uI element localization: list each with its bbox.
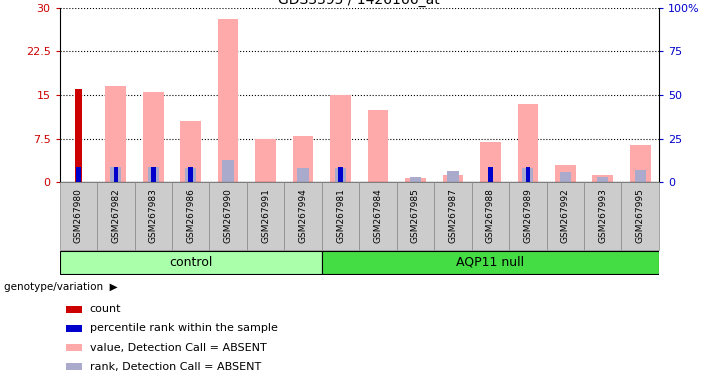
Bar <box>555 165 576 182</box>
Bar <box>622 182 659 250</box>
Bar <box>66 363 82 370</box>
Text: GSM267985: GSM267985 <box>411 189 420 243</box>
Bar <box>66 344 82 351</box>
Text: GSM267994: GSM267994 <box>299 189 308 243</box>
Bar <box>442 175 463 182</box>
Bar <box>339 167 343 182</box>
Text: GSM267984: GSM267984 <box>374 189 383 243</box>
Text: GSM267990: GSM267990 <box>224 189 233 243</box>
Bar <box>322 182 359 250</box>
Bar <box>584 182 622 250</box>
Text: GSM267993: GSM267993 <box>598 189 607 243</box>
Text: control: control <box>169 256 212 268</box>
Bar <box>247 182 285 250</box>
Bar <box>218 19 238 182</box>
Bar <box>66 306 82 313</box>
Bar <box>105 86 126 182</box>
Title: GDS3395 / 1426166_at: GDS3395 / 1426166_at <box>278 0 440 7</box>
Bar <box>114 167 118 182</box>
Bar <box>509 182 547 250</box>
Text: GSM267980: GSM267980 <box>74 189 83 243</box>
Text: GSM267983: GSM267983 <box>149 189 158 243</box>
Bar <box>75 89 82 182</box>
Bar <box>397 182 434 250</box>
Bar <box>547 182 584 250</box>
Bar <box>368 109 388 182</box>
Bar <box>293 136 313 182</box>
Bar <box>285 182 322 250</box>
Text: GSM267991: GSM267991 <box>261 189 270 243</box>
Bar <box>172 182 210 250</box>
Bar <box>472 182 509 250</box>
Text: GSM267982: GSM267982 <box>111 189 121 243</box>
Bar <box>189 167 193 182</box>
Bar <box>410 177 421 182</box>
Bar <box>592 175 613 182</box>
Bar <box>359 182 397 250</box>
Text: GSM267986: GSM267986 <box>186 189 195 243</box>
Bar <box>180 121 201 182</box>
Bar <box>488 167 493 182</box>
Bar <box>255 139 276 182</box>
Text: rank, Detection Call = ABSENT: rank, Detection Call = ABSENT <box>90 362 261 372</box>
Bar <box>322 251 659 273</box>
Bar <box>526 167 530 182</box>
Text: GSM267989: GSM267989 <box>524 189 532 243</box>
Bar <box>434 182 472 250</box>
Bar <box>143 92 163 182</box>
Bar <box>97 182 135 250</box>
Bar <box>522 169 533 182</box>
Bar <box>559 172 571 182</box>
Text: GSM267988: GSM267988 <box>486 189 495 243</box>
Text: GSM267992: GSM267992 <box>561 189 570 243</box>
Bar <box>222 160 234 182</box>
Text: GSM267987: GSM267987 <box>449 189 458 243</box>
Text: AQP11 null: AQP11 null <box>456 256 524 268</box>
Text: GSM267981: GSM267981 <box>336 189 345 243</box>
Bar <box>405 178 426 182</box>
Bar <box>148 167 159 182</box>
Bar <box>335 169 346 182</box>
Bar <box>135 182 172 250</box>
Text: GSM267995: GSM267995 <box>636 189 645 243</box>
Bar <box>210 182 247 250</box>
Bar <box>66 325 82 332</box>
Bar <box>297 169 308 182</box>
Bar <box>151 167 156 182</box>
Text: genotype/variation  ▶: genotype/variation ▶ <box>4 282 117 292</box>
Bar <box>110 167 121 182</box>
Bar <box>330 95 350 182</box>
Bar <box>634 170 646 182</box>
Text: percentile rank within the sample: percentile rank within the sample <box>90 323 278 333</box>
Text: count: count <box>90 304 121 314</box>
Bar <box>480 142 501 182</box>
Bar <box>447 171 458 182</box>
Bar <box>597 177 608 182</box>
Bar <box>630 144 651 182</box>
Bar <box>185 169 196 182</box>
Text: value, Detection Call = ABSENT: value, Detection Call = ABSENT <box>90 343 266 353</box>
Bar <box>60 182 97 250</box>
Bar <box>517 104 538 182</box>
Bar <box>76 167 81 182</box>
Bar <box>60 251 322 273</box>
